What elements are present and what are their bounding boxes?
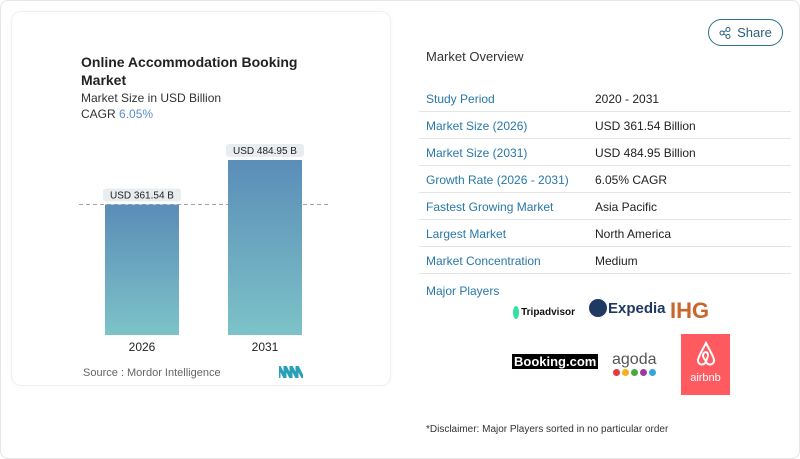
row-value: Medium xyxy=(595,254,638,268)
row-label: Market Concentration xyxy=(426,254,541,268)
overview-row: Study Period 2020 - 2031 xyxy=(419,85,791,112)
chart-card xyxy=(11,11,391,386)
row-value: 2020 - 2031 xyxy=(595,92,660,106)
cagr: CAGR 6.05% xyxy=(81,107,153,121)
mordor-logo-icon xyxy=(279,366,303,378)
overview-row: Largest Market North America xyxy=(419,220,791,247)
row-value: Asia Pacific xyxy=(595,200,658,214)
expedia-logo: Expedia xyxy=(589,299,666,317)
overview-row: Market Size (2031) USD 484.95 Billion xyxy=(419,139,791,166)
data-label: USD 361.54 B xyxy=(110,191,174,202)
row-label: Fastest Growing Market xyxy=(426,200,554,214)
overview-row: Growth Rate (2026 - 2031) 6.05% CAGR xyxy=(419,166,791,193)
row-label: Market Size (2031) xyxy=(426,146,528,160)
data-label-bg xyxy=(226,144,304,157)
bar-2026 xyxy=(105,204,179,335)
overview-row: Market Concentration Medium xyxy=(419,247,791,274)
overview-row: Market Size (2026) USD 361.54 Billion xyxy=(419,112,791,139)
airbnb-icon xyxy=(696,340,715,366)
tripadvisor-logo: Tripadvisor xyxy=(513,304,575,320)
row-value: USD 484.95 Billion xyxy=(595,146,696,160)
share-label: Share xyxy=(737,25,772,40)
row-label: Growth Rate (2026 - 2031) xyxy=(426,173,569,187)
chart-subtitle: Market Size in USD Billion xyxy=(81,91,222,105)
airbnb-logo: airbnb xyxy=(681,334,730,395)
booking-logo: Booking.com xyxy=(512,354,599,369)
row-value: 6.05% CAGR xyxy=(595,173,668,187)
source-text: Source : Mordor Intelligence xyxy=(83,367,221,379)
category-label: 2031 xyxy=(252,340,279,354)
overview-title: Market Overview xyxy=(426,49,524,64)
disclaimer: *Disclaimer: Major Players sorted in no … xyxy=(426,424,669,435)
row-label: Study Period xyxy=(426,92,495,106)
category-label: 2026 xyxy=(129,340,156,354)
share-button[interactable]: Share xyxy=(708,19,783,46)
ihg-logo: IHG xyxy=(670,298,710,323)
chart-title: Online Accommodation Booking Market xyxy=(81,54,298,88)
major-players-label: Major Players xyxy=(426,284,500,298)
cagr-label: CAGR xyxy=(81,107,116,121)
data-label: USD 484.95 B xyxy=(233,146,297,157)
share-icon xyxy=(719,26,731,39)
row-label: Market Size (2026) xyxy=(426,119,528,133)
bar-2031 xyxy=(228,160,302,335)
bar-chart: USD 361.54 B 2026 USD 484.95 B 2031 xyxy=(79,144,331,354)
cagr-value: 6.05% xyxy=(119,107,154,121)
row-value: North America xyxy=(595,227,672,241)
data-label-bg xyxy=(103,188,181,202)
overview-row: Fastest Growing Market Asia Pacific xyxy=(419,193,791,220)
row-label: Largest Market xyxy=(426,227,507,241)
agoda-logo: agoda xyxy=(612,351,657,376)
row-value: USD 361.54 Billion xyxy=(595,119,696,133)
